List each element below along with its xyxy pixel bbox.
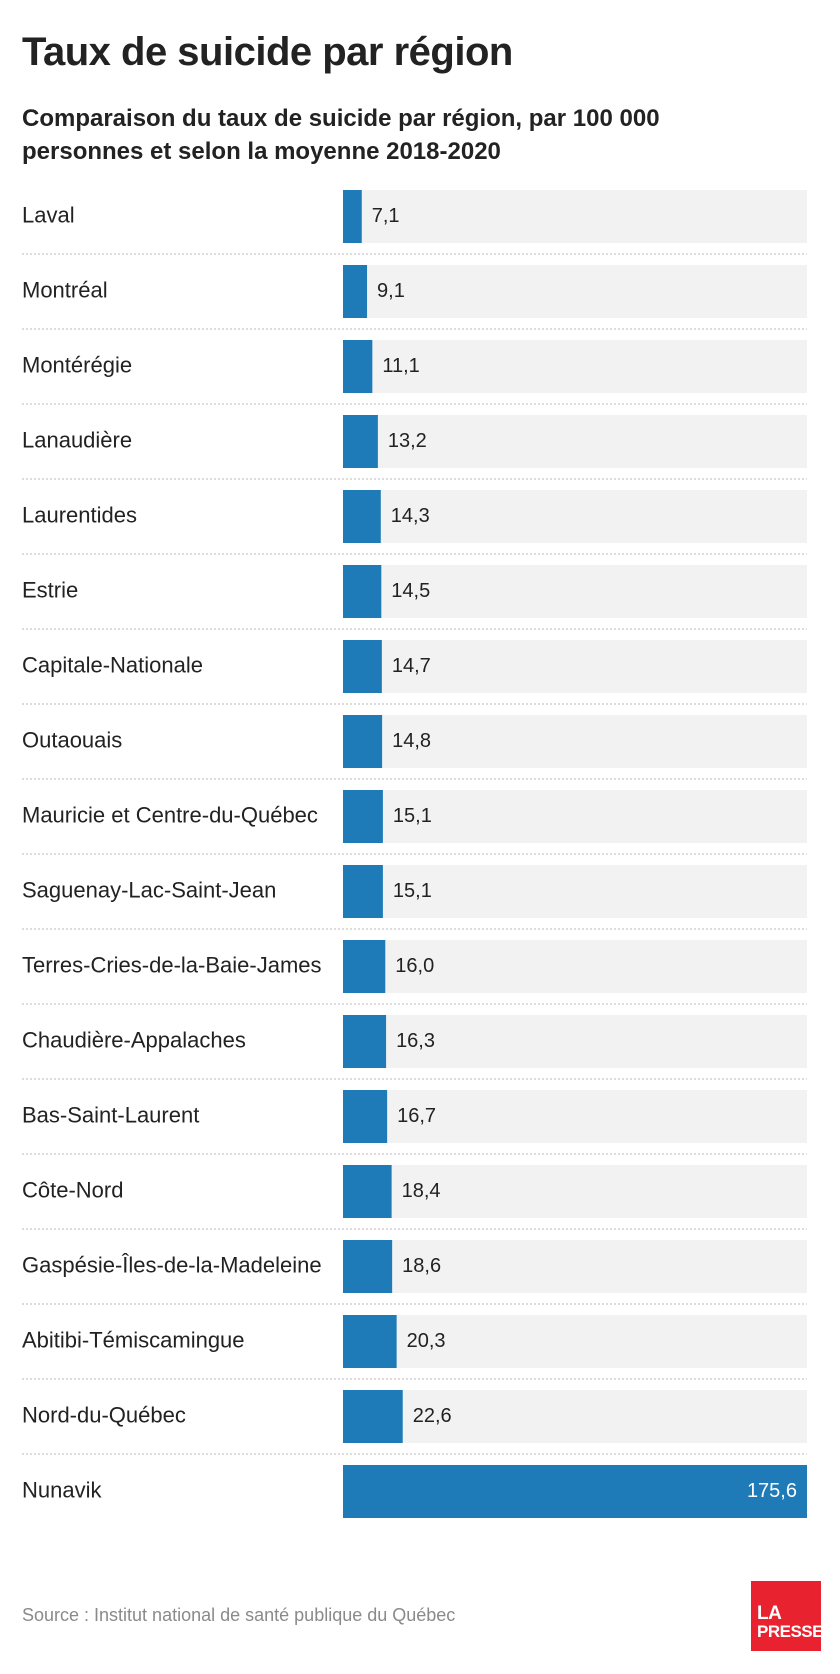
value-label: 9,1 [377, 280, 405, 302]
bar [343, 640, 382, 693]
category-label: Laval [22, 202, 75, 227]
value-label: 7,1 [372, 205, 400, 227]
value-label: 15,1 [393, 805, 432, 827]
bar-track [343, 790, 807, 843]
bar [343, 715, 383, 768]
logo-line-2: PRESSE [757, 1622, 823, 1641]
source-note: Source : Institut national de santé publ… [22, 1605, 456, 1625]
la-presse-logo: LA PRESSE [751, 1581, 823, 1651]
bar-track [343, 1015, 807, 1068]
bar-track [343, 565, 807, 618]
bar [343, 1015, 387, 1068]
value-label: 18,4 [402, 1180, 441, 1202]
bar-track [343, 265, 807, 318]
bar-track [343, 1090, 807, 1143]
bar-track [343, 1390, 807, 1443]
bar-track [343, 190, 807, 243]
value-label: 20,3 [407, 1330, 446, 1352]
bar [343, 1390, 403, 1443]
bar-track [343, 490, 807, 543]
bar [343, 565, 382, 618]
bar-track [343, 940, 807, 993]
value-label: 175,6 [747, 1480, 797, 1502]
value-label: 16,0 [395, 955, 434, 977]
bar-track [343, 715, 807, 768]
category-label: Bas-Saint-Laurent [22, 1102, 199, 1127]
category-label: Chaudière-Appalaches [22, 1027, 246, 1052]
value-label: 14,5 [391, 580, 430, 602]
value-label: 16,7 [397, 1105, 436, 1127]
chart-title: Taux de suicide par région [22, 30, 513, 74]
category-label: Saguenay-Lac-Saint-Jean [22, 877, 276, 902]
value-label: 14,3 [391, 505, 430, 527]
bar-track [343, 1240, 807, 1293]
category-label: Côte-Nord [22, 1177, 123, 1202]
bar [343, 1090, 388, 1143]
bar-track [343, 640, 807, 693]
bar [343, 340, 373, 393]
bar-track [343, 865, 807, 918]
category-label: Gaspésie-Îles-de-la-Madeleine [22, 1252, 322, 1277]
bar [343, 1240, 393, 1293]
logo-line-1: LA [757, 1603, 782, 1624]
value-label: 15,1 [393, 880, 432, 902]
bar-track [343, 1165, 807, 1218]
value-label: 14,7 [392, 655, 431, 677]
category-label: Montréal [22, 277, 108, 302]
bar [343, 1315, 397, 1368]
category-label: Outaouais [22, 727, 122, 752]
category-label: Nord-du-Québec [22, 1402, 186, 1427]
bar-track [343, 415, 807, 468]
category-label: Lanaudière [22, 427, 132, 452]
category-label: Capitale-Nationale [22, 652, 203, 677]
bar [343, 940, 386, 993]
bar [343, 265, 368, 318]
bar-track [343, 1315, 807, 1368]
category-label: Estrie [22, 577, 78, 602]
bar [343, 190, 362, 243]
value-label: 18,6 [402, 1255, 441, 1277]
category-label: Montérégie [22, 352, 132, 377]
category-label: Mauricie et Centre-du-Québec [22, 802, 318, 827]
value-label: 14,8 [392, 730, 431, 752]
value-label: 22,6 [413, 1405, 452, 1427]
category-label: Nunavik [22, 1477, 102, 1502]
category-label: Laurentides [22, 502, 137, 527]
value-label: 16,3 [396, 1030, 435, 1052]
bar [343, 415, 378, 468]
bar [343, 790, 383, 843]
bar [343, 1165, 392, 1218]
bar [343, 865, 383, 918]
category-label: Abitibi-Témiscamingue [22, 1327, 245, 1352]
bar-track [343, 340, 807, 393]
value-label: 11,1 [382, 355, 419, 377]
bar [343, 1465, 807, 1518]
category-label: Terres-Cries-de-la-Baie-James [22, 952, 322, 977]
value-label: 13,2 [388, 430, 427, 452]
chart-subtitle: Comparaison du taux de suicide par régio… [22, 105, 660, 165]
bar [343, 490, 381, 543]
